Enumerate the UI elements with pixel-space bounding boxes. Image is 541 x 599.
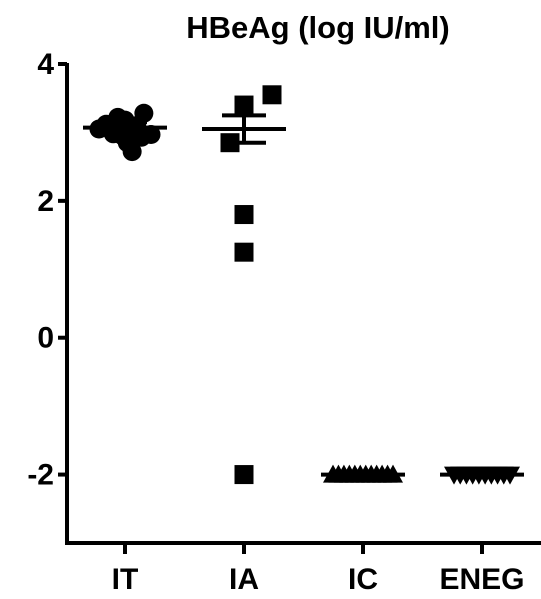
y-tick-label: 0 (37, 322, 54, 355)
x-axis-ticks: IT IA IC ENEG (112, 543, 525, 596)
data-points (89, 85, 520, 485)
chart-title: HBeAg (log IU/ml) (186, 10, 450, 45)
data-point (234, 465, 254, 485)
y-axis-ticks: 4 2 0 -2 (27, 48, 67, 492)
x-tick-label: IT (112, 563, 139, 596)
y-tick-label: 2 (37, 185, 54, 218)
y-tick-label: -2 (27, 459, 54, 492)
data-point (234, 205, 254, 225)
data-point (262, 85, 282, 105)
x-tick-label: ENEG (439, 563, 524, 596)
axes (65, 63, 541, 545)
data-point (141, 124, 161, 144)
data-point (134, 103, 154, 123)
data-point (234, 95, 254, 115)
mean-sem-bars (83, 113, 524, 477)
x-tick-label: IC (348, 563, 378, 596)
x-tick-label: IA (229, 563, 259, 596)
data-point (234, 242, 254, 262)
y-tick-label: 4 (37, 48, 54, 81)
